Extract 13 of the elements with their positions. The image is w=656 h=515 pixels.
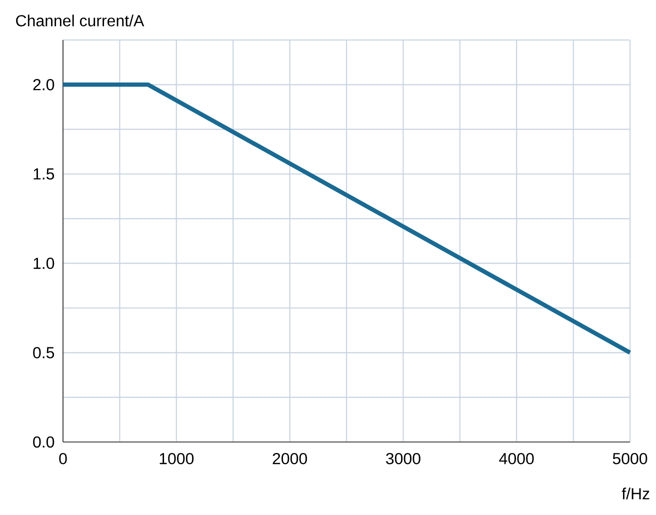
x-axis-title: f/Hz: [622, 488, 650, 500]
y-tick-label: 1.0: [34, 258, 54, 269]
x-tick-label: 2000: [272, 452, 307, 464]
x-tick-label: 5000: [612, 452, 648, 464]
x-tick-label: 3000: [386, 452, 420, 464]
y-tick-label: 0.5: [33, 347, 54, 358]
y-tick-label: 0.0: [33, 436, 54, 448]
x-tick-label: 4000: [499, 452, 534, 464]
y-axis-title: Channel current/A: [16, 14, 144, 26]
y-tick-label: 2.0: [33, 79, 54, 90]
y-tick-label: 1.5: [34, 168, 54, 180]
x-tick-label: 0: [59, 452, 67, 464]
x-tick-label: 1000: [160, 452, 194, 464]
